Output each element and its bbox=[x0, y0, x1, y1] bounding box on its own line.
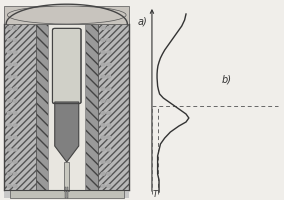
Bar bbox=[4, 24, 36, 190]
Circle shape bbox=[7, 136, 11, 139]
Circle shape bbox=[107, 63, 111, 66]
Circle shape bbox=[101, 112, 105, 114]
Circle shape bbox=[13, 39, 17, 42]
Bar bbox=[48, 24, 85, 190]
Circle shape bbox=[7, 75, 11, 78]
Circle shape bbox=[7, 87, 11, 90]
Circle shape bbox=[13, 75, 17, 78]
Circle shape bbox=[7, 185, 11, 187]
Circle shape bbox=[13, 87, 17, 90]
Circle shape bbox=[13, 27, 17, 29]
Circle shape bbox=[7, 160, 11, 163]
Circle shape bbox=[13, 172, 17, 175]
Circle shape bbox=[7, 27, 11, 29]
Bar bbox=[85, 24, 98, 190]
Circle shape bbox=[7, 63, 11, 66]
Circle shape bbox=[107, 160, 111, 163]
Bar bbox=[10, 190, 124, 198]
Circle shape bbox=[13, 185, 17, 187]
Circle shape bbox=[7, 39, 11, 42]
Circle shape bbox=[101, 27, 105, 29]
Bar bbox=[64, 162, 69, 191]
Circle shape bbox=[101, 124, 105, 127]
Bar bbox=[67, 187, 68, 198]
Circle shape bbox=[7, 112, 11, 114]
Circle shape bbox=[107, 148, 111, 151]
Polygon shape bbox=[55, 102, 79, 162]
Circle shape bbox=[107, 185, 111, 187]
Ellipse shape bbox=[7, 6, 126, 24]
Bar bbox=[4, 6, 129, 24]
Circle shape bbox=[101, 51, 105, 54]
Circle shape bbox=[13, 51, 17, 54]
Circle shape bbox=[13, 63, 17, 66]
Bar bbox=[36, 24, 48, 190]
Circle shape bbox=[101, 148, 105, 151]
Circle shape bbox=[107, 136, 111, 139]
Ellipse shape bbox=[4, 6, 129, 52]
Circle shape bbox=[107, 27, 111, 29]
Circle shape bbox=[101, 63, 105, 66]
Circle shape bbox=[101, 172, 105, 175]
Circle shape bbox=[101, 100, 105, 102]
Circle shape bbox=[107, 87, 111, 90]
Bar bbox=[98, 24, 129, 190]
FancyBboxPatch shape bbox=[4, 29, 129, 198]
Circle shape bbox=[13, 100, 17, 102]
Circle shape bbox=[13, 136, 17, 139]
Circle shape bbox=[107, 100, 111, 102]
Circle shape bbox=[13, 124, 17, 127]
Circle shape bbox=[13, 112, 17, 114]
Circle shape bbox=[107, 124, 111, 127]
Circle shape bbox=[13, 148, 17, 151]
Circle shape bbox=[101, 39, 105, 42]
Text: T: T bbox=[153, 190, 158, 199]
Circle shape bbox=[107, 75, 111, 78]
Text: b): b) bbox=[222, 75, 231, 85]
Circle shape bbox=[101, 185, 105, 187]
Circle shape bbox=[101, 87, 105, 90]
Circle shape bbox=[107, 172, 111, 175]
FancyBboxPatch shape bbox=[53, 28, 81, 104]
Circle shape bbox=[7, 51, 11, 54]
Circle shape bbox=[7, 148, 11, 151]
Circle shape bbox=[107, 51, 111, 54]
Circle shape bbox=[101, 160, 105, 163]
Circle shape bbox=[107, 112, 111, 114]
Circle shape bbox=[101, 75, 105, 78]
Circle shape bbox=[13, 160, 17, 163]
Circle shape bbox=[7, 100, 11, 102]
Circle shape bbox=[7, 172, 11, 175]
Circle shape bbox=[101, 136, 105, 139]
Text: a): a) bbox=[138, 16, 147, 26]
Circle shape bbox=[107, 39, 111, 42]
Bar bbox=[65, 187, 66, 198]
Circle shape bbox=[7, 124, 11, 127]
